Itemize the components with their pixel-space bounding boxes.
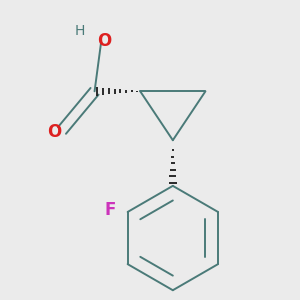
Text: O: O — [47, 123, 61, 141]
Text: F: F — [104, 201, 116, 219]
Text: O: O — [97, 32, 112, 50]
Text: H: H — [75, 24, 85, 38]
